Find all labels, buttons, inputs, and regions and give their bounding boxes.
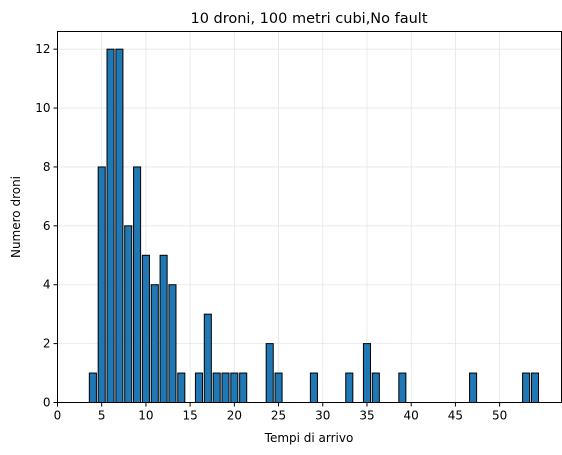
x-tick-label: 20	[227, 409, 242, 423]
x-tick-label: 40	[404, 409, 419, 423]
bar	[159, 254, 168, 403]
bar	[274, 372, 283, 403]
y-tick-label: 6	[43, 219, 51, 233]
y-tick-label: 8	[43, 160, 51, 174]
bar	[194, 372, 204, 403]
y-axis-label: Numero droni	[9, 176, 23, 258]
x-tick-label: 35	[359, 409, 374, 423]
y-tick-label: 10	[35, 101, 50, 115]
bar	[106, 48, 115, 404]
bar	[398, 372, 407, 403]
x-tick-label: 10	[138, 409, 153, 423]
bar	[150, 284, 159, 404]
y-tick-label: 12	[35, 42, 50, 56]
x-tick-label: 45	[448, 409, 463, 423]
chart-title: 10 droni, 100 metri cubi,No fault	[190, 11, 427, 27]
y-tick-label: 4	[43, 278, 51, 292]
y-axis-ticks: 0 2 4 6 8 10 12	[35, 42, 58, 410]
bar	[345, 372, 354, 403]
x-tick-label: 30	[315, 409, 330, 423]
x-tick-label: 25	[271, 409, 286, 423]
bar	[88, 372, 97, 403]
bar	[469, 372, 478, 403]
bar	[168, 284, 177, 404]
bar	[309, 372, 318, 403]
bar	[115, 48, 124, 404]
bar	[230, 372, 239, 403]
bar	[212, 372, 221, 403]
bar	[124, 225, 133, 403]
x-tick-label: 5	[98, 409, 106, 423]
bar	[97, 166, 106, 403]
y-tick-label: 0	[43, 396, 51, 410]
y-tick-label: 2	[43, 337, 51, 351]
bar	[530, 372, 540, 403]
bar	[239, 372, 248, 403]
x-tick-label: 50	[492, 409, 507, 423]
bar	[221, 372, 230, 403]
bar	[133, 166, 142, 403]
bar	[362, 343, 372, 404]
bar	[522, 372, 531, 403]
bar	[203, 313, 212, 403]
x-axis-label: Tempi di arrivo	[264, 431, 354, 445]
bar	[265, 343, 274, 404]
x-axis-ticks: 0 5 10 15 20 25 30 35 40 45 50	[54, 402, 507, 423]
bar	[371, 372, 380, 403]
x-tick-label: 15	[182, 409, 197, 423]
bar	[141, 254, 150, 403]
x-tick-label: 0	[54, 409, 62, 423]
bar	[177, 372, 186, 403]
